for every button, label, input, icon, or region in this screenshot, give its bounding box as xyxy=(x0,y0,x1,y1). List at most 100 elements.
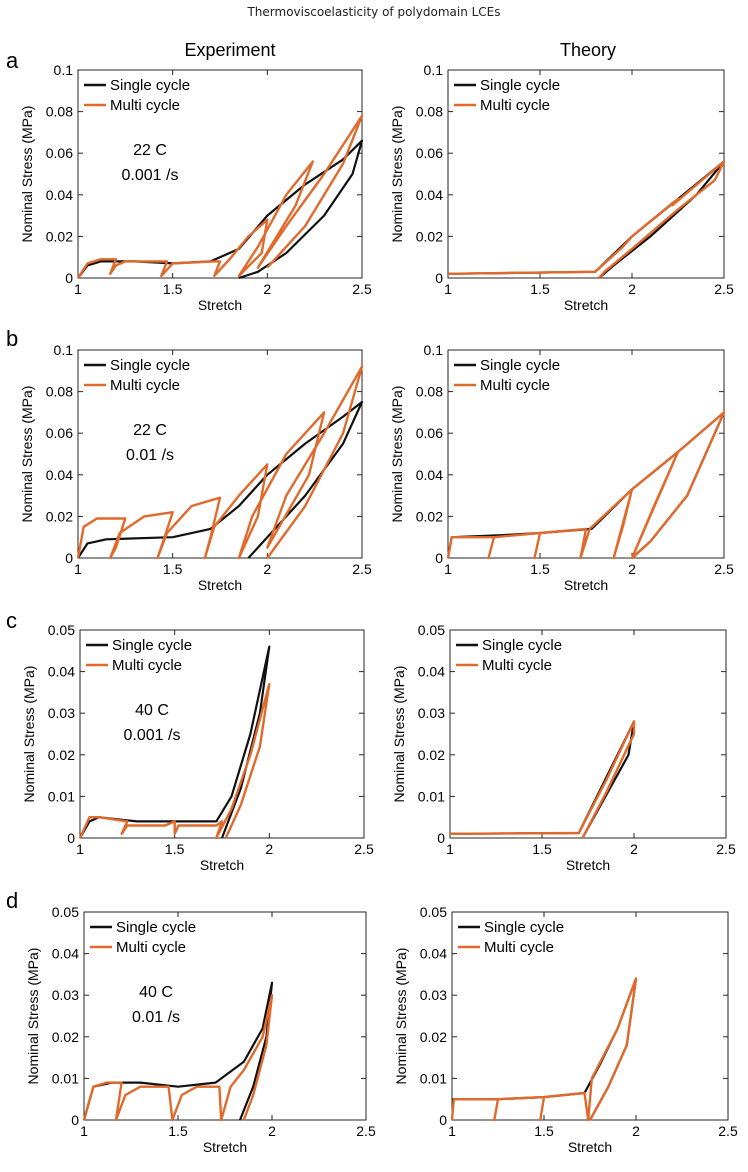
legend-label-multi-cycle: Multi cycle xyxy=(110,377,180,394)
y-axis-label: Nominal Stress (MPa) xyxy=(393,948,409,1085)
y-tick-label: 0 xyxy=(65,550,73,566)
y-tick-label: 0.1 xyxy=(424,342,444,358)
legend-label-single-cycle: Single cycle xyxy=(482,637,562,654)
series-line-multi-cycle xyxy=(76,114,364,279)
y-axis-label: Nominal Stress (MPa) xyxy=(19,386,35,523)
x-tick-label: 2.5 xyxy=(714,281,734,297)
y-tick-label: 0.02 xyxy=(418,747,445,763)
y-tick-label: 0.02 xyxy=(52,1029,79,1045)
legend-label-multi-cycle: Multi cycle xyxy=(480,97,550,114)
y-tick-label: 0.06 xyxy=(416,425,443,441)
y-tick-label: 0.05 xyxy=(420,904,447,920)
x-axis-label: Stretch xyxy=(564,577,608,593)
plot-frame-c-thy xyxy=(449,629,727,839)
x-axis-label: Stretch xyxy=(203,1139,247,1155)
y-tick-label: 0 xyxy=(65,270,73,286)
condition-annotation: 0.001 /s xyxy=(122,167,179,184)
plot-frame-b-exp xyxy=(77,349,363,559)
y-tick-label: 0 xyxy=(437,830,445,846)
series-line-multi-cycle xyxy=(76,365,364,560)
y-tick-label: 0.04 xyxy=(52,946,79,962)
y-tick-label: 0 xyxy=(435,270,443,286)
x-tick-label: 1.5 xyxy=(530,561,550,577)
y-tick-label: 0.04 xyxy=(46,187,73,203)
x-tick-label: 2 xyxy=(630,841,638,857)
y-tick-label: 0.04 xyxy=(418,664,445,680)
y-tick-label: 0.01 xyxy=(48,788,75,804)
x-tick-label: 1 xyxy=(76,841,84,857)
panel-label-d: d xyxy=(6,888,19,913)
x-tick-label: 1 xyxy=(80,1123,88,1139)
y-axis-label: Nominal Stress (MPa) xyxy=(25,948,41,1085)
legend-label-multi-cycle: Multi cycle xyxy=(110,97,180,114)
x-axis-label: Stretch xyxy=(198,297,242,313)
panel-label-c: c xyxy=(6,608,17,633)
y-axis-label: Nominal Stress (MPa) xyxy=(391,666,407,803)
plot-frame-a-exp xyxy=(77,69,363,279)
x-tick-label: 1 xyxy=(446,841,454,857)
y-tick-label: 0.01 xyxy=(418,788,445,804)
y-tick-label: 0.03 xyxy=(420,987,447,1003)
y-tick-label: 0 xyxy=(71,1112,79,1128)
x-tick-label: 1 xyxy=(444,281,452,297)
y-tick-label: 0.08 xyxy=(46,384,73,400)
x-axis-label: Stretch xyxy=(566,857,610,873)
x-tick-label: 2 xyxy=(263,561,271,577)
y-tick-label: 0 xyxy=(67,830,75,846)
series-line-multi-cycle xyxy=(450,977,638,1122)
legend-label-single-cycle: Single cycle xyxy=(112,637,192,654)
column-title-theory: Theory xyxy=(559,40,617,60)
x-tick-label: 2.5 xyxy=(714,561,734,577)
y-tick-label: 0.05 xyxy=(48,622,75,638)
x-tick-label: 2 xyxy=(628,281,636,297)
y-axis-label: Nominal Stress (MPa) xyxy=(21,666,37,803)
condition-annotation: 22 C xyxy=(133,142,167,159)
y-tick-label: 0.1 xyxy=(424,62,444,78)
x-tick-label: 1 xyxy=(74,561,82,577)
condition-annotation: 0.001 /s xyxy=(124,727,181,744)
series-line-multi-cycle xyxy=(447,160,726,279)
condition-annotation: 0.01 /s xyxy=(132,1009,180,1026)
y-tick-label: 0.08 xyxy=(416,104,443,120)
x-tick-label: 2.5 xyxy=(356,1123,376,1139)
y-tick-label: 0.08 xyxy=(416,384,443,400)
y-tick-label: 0.04 xyxy=(46,467,73,483)
x-tick-label: 2 xyxy=(263,281,271,297)
y-tick-label: 0.02 xyxy=(416,508,443,524)
x-tick-label: 2.5 xyxy=(354,841,374,857)
x-tick-label: 1.5 xyxy=(163,281,183,297)
legend-label-single-cycle: Single cycle xyxy=(484,919,564,936)
y-tick-label: 0.1 xyxy=(54,342,74,358)
x-axis-label: Stretch xyxy=(198,577,242,593)
series-line-single-cycle xyxy=(82,981,274,1121)
x-tick-label: 2.5 xyxy=(352,281,372,297)
x-tick-label: 2.5 xyxy=(352,561,372,577)
x-tick-label: 2 xyxy=(632,1123,640,1139)
x-tick-label: 1 xyxy=(74,281,82,297)
series-line-single-cycle xyxy=(77,139,364,280)
x-axis-label: Stretch xyxy=(200,857,244,873)
legend-label-multi-cycle: Multi cycle xyxy=(480,377,550,394)
y-axis-label: Nominal Stress (MPa) xyxy=(389,106,405,243)
panel-label-a: a xyxy=(6,48,19,73)
x-tick-label: 2 xyxy=(265,841,273,857)
x-tick-label: 2 xyxy=(628,561,636,577)
panel-label-b: b xyxy=(6,326,19,351)
x-tick-label: 1.5 xyxy=(532,841,552,857)
x-tick-label: 1.5 xyxy=(534,1123,554,1139)
condition-annotation: 22 C xyxy=(133,422,167,439)
series-line-multi-cycle xyxy=(82,994,274,1122)
y-tick-label: 0.05 xyxy=(52,904,79,920)
legend-label-multi-cycle: Multi cycle xyxy=(484,939,554,956)
y-tick-label: 0.02 xyxy=(48,747,75,763)
legend-label-single-cycle: Single cycle xyxy=(110,357,190,374)
y-tick-label: 0.03 xyxy=(48,705,75,721)
legend-label-single-cycle: Single cycle xyxy=(116,919,196,936)
series-line-multi-cycle xyxy=(449,720,636,839)
x-tick-label: 1 xyxy=(444,561,452,577)
y-tick-label: 0.03 xyxy=(418,705,445,721)
condition-annotation: 40 C xyxy=(139,984,173,1001)
y-tick-label: 0 xyxy=(435,550,443,566)
legend-label-single-cycle: Single cycle xyxy=(480,357,560,374)
y-tick-label: 0.01 xyxy=(52,1070,79,1086)
